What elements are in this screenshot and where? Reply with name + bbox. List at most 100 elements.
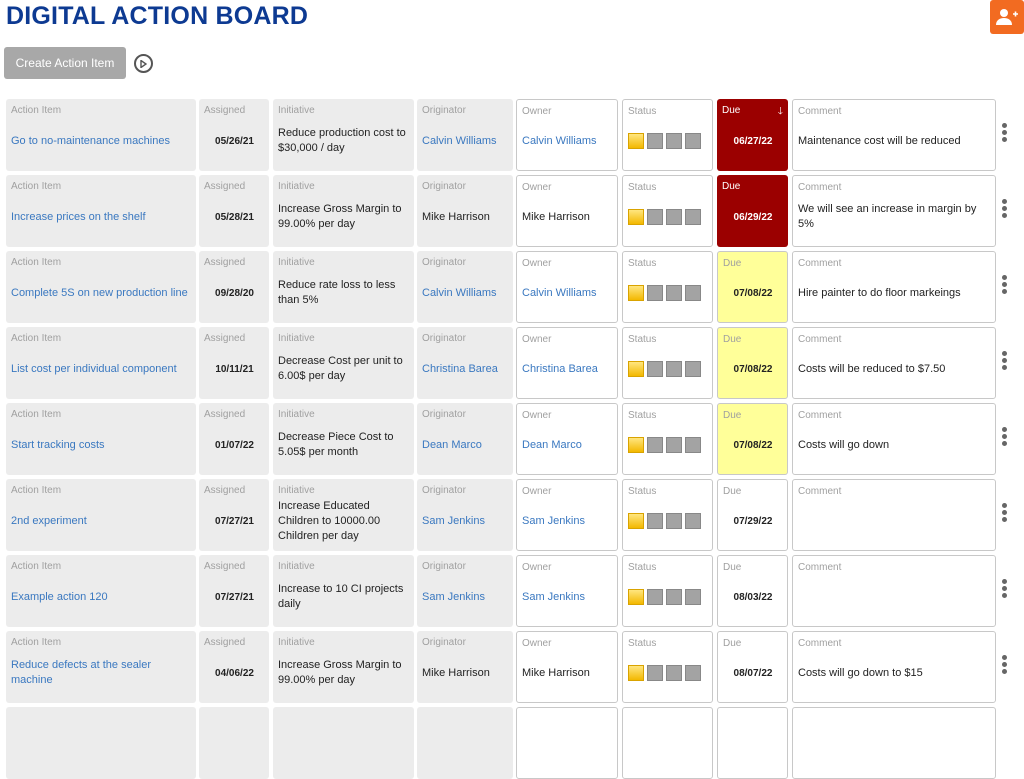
status-cell[interactable]: Status <box>622 251 713 323</box>
status-step[interactable] <box>685 437 701 453</box>
status-step[interactable] <box>628 665 644 681</box>
action-value[interactable]: 2nd experiment <box>11 514 87 527</box>
status-cell[interactable] <box>622 707 713 779</box>
originator-value[interactable]: Calvin Williams <box>422 286 497 299</box>
action-value[interactable]: Complete 5S on new production line <box>11 286 188 299</box>
action-value[interactable]: Increase prices on the shelf <box>11 210 146 223</box>
due-cell[interactable]: Due 08/03/22 <box>717 555 788 627</box>
action-value[interactable]: Example action 120 <box>11 590 108 603</box>
status-step[interactable] <box>666 133 682 149</box>
due-cell[interactable]: Due 07/29/22 <box>717 479 788 551</box>
status-step[interactable] <box>628 133 644 149</box>
due-cell[interactable]: Due 08/07/22 <box>717 631 788 703</box>
due-cell[interactable]: Due 06/27/22 🡓 <box>717 99 788 171</box>
owner-cell[interactable]: Owner Dean Marco <box>516 403 618 475</box>
add-user-button[interactable] <box>990 0 1024 34</box>
status-step[interactable] <box>647 361 663 377</box>
status-step[interactable] <box>666 665 682 681</box>
status-step[interactable] <box>685 513 701 529</box>
action-cell[interactable]: Action Item List cost per individual comp… <box>6 327 196 399</box>
action-value[interactable]: Go to no-maintenance machines <box>11 134 170 147</box>
status-step[interactable] <box>647 209 663 225</box>
comment-cell[interactable]: Comment Costs will go down <box>792 403 996 475</box>
action-cell[interactable]: Action Item Start tracking costs <box>6 403 196 475</box>
action-cell[interactable]: Action Item Increase prices on the shelf <box>6 175 196 247</box>
action-cell[interactable]: Action Item Go to no-maintenance machines <box>6 99 196 171</box>
owner-cell[interactable]: Owner Mike Harrison <box>516 175 618 247</box>
comment-cell[interactable]: Comment <box>792 479 996 551</box>
status-step[interactable] <box>685 361 701 377</box>
status-step[interactable] <box>647 665 663 681</box>
owner-value[interactable]: Dean Marco <box>522 438 582 451</box>
originator-value[interactable]: Sam Jenkins <box>422 514 485 527</box>
status-step[interactable] <box>685 133 701 149</box>
status-step[interactable] <box>666 589 682 605</box>
owner-value[interactable]: Christina Barea <box>522 362 598 375</box>
status-cell[interactable]: Status <box>622 631 713 703</box>
comment-cell[interactable]: Comment Maintenance cost will be reduced <box>792 99 996 171</box>
status-step[interactable] <box>628 437 644 453</box>
action-cell[interactable] <box>6 707 196 779</box>
action-cell[interactable]: Action Item Complete 5S on new production… <box>6 251 196 323</box>
status-step[interactable] <box>628 589 644 605</box>
status-step[interactable] <box>666 437 682 453</box>
more-options-icon[interactable] <box>1002 123 1008 142</box>
due-cell[interactable] <box>717 707 788 779</box>
status-step[interactable] <box>666 209 682 225</box>
status-cell[interactable]: Status <box>622 175 713 247</box>
status-step[interactable] <box>685 665 701 681</box>
comment-cell[interactable]: Comment <box>792 555 996 627</box>
more-options-icon[interactable] <box>1002 275 1008 294</box>
comment-cell[interactable]: Comment We will see an increase in margin… <box>792 175 996 247</box>
create-action-item-button[interactable]: Create Action Item <box>4 47 126 79</box>
status-step[interactable] <box>647 513 663 529</box>
status-step[interactable] <box>628 285 644 301</box>
status-cell[interactable]: Status <box>622 327 713 399</box>
status-cell[interactable]: Status <box>622 99 713 171</box>
status-cell[interactable]: Status <box>622 403 713 475</box>
status-step[interactable] <box>666 513 682 529</box>
action-value[interactable]: List cost per individual component <box>11 362 177 375</box>
action-value[interactable]: Reduce defects at the sealer machine <box>11 659 152 686</box>
owner-value[interactable]: Calvin Williams <box>522 134 597 147</box>
originator-value[interactable]: Christina Barea <box>422 362 498 375</box>
action-cell[interactable]: Action Item Reduce defects at the sealer … <box>6 631 196 703</box>
due-cell[interactable]: Due 07/08/22 <box>717 327 788 399</box>
more-options-icon[interactable] <box>1002 579 1008 598</box>
owner-cell[interactable]: Owner Christina Barea <box>516 327 618 399</box>
sort-arrow-icon[interactable]: 🡓 <box>777 106 783 117</box>
action-cell[interactable]: Action Item 2nd experiment <box>6 479 196 551</box>
owner-value[interactable]: Sam Jenkins <box>522 590 585 603</box>
status-cell[interactable]: Status <box>622 555 713 627</box>
status-step[interactable] <box>647 133 663 149</box>
status-step[interactable] <box>628 513 644 529</box>
owner-value[interactable]: Calvin Williams <box>522 286 597 299</box>
owner-value[interactable]: Sam Jenkins <box>522 514 585 527</box>
more-options-icon[interactable] <box>1002 351 1008 370</box>
status-step[interactable] <box>628 361 644 377</box>
owner-cell[interactable]: Owner Calvin Williams <box>516 251 618 323</box>
status-step[interactable] <box>647 437 663 453</box>
owner-cell[interactable] <box>516 707 618 779</box>
due-cell[interactable]: Due 06/29/22 <box>717 175 788 247</box>
due-cell[interactable]: Due 07/08/22 <box>717 403 788 475</box>
status-cell[interactable]: Status <box>622 479 713 551</box>
owner-cell[interactable]: Owner Sam Jenkins <box>516 555 618 627</box>
originator-value[interactable]: Sam Jenkins <box>422 590 485 603</box>
owner-cell[interactable]: Owner Mike Harrison <box>516 631 618 703</box>
comment-cell[interactable]: Comment Hire painter to do floor markeing… <box>792 251 996 323</box>
more-options-icon[interactable] <box>1002 427 1008 446</box>
comment-cell[interactable]: Comment Costs will be reduced to $7.50 <box>792 327 996 399</box>
due-cell[interactable]: Due 07/08/22 <box>717 251 788 323</box>
status-step[interactable] <box>685 589 701 605</box>
comment-cell[interactable]: Comment Costs will go down to $15 <box>792 631 996 703</box>
status-step[interactable] <box>647 285 663 301</box>
status-step[interactable] <box>685 209 701 225</box>
play-icon[interactable] <box>134 54 153 73</box>
comment-cell[interactable] <box>792 707 996 779</box>
owner-cell[interactable]: Owner Calvin Williams <box>516 99 618 171</box>
status-step[interactable] <box>628 209 644 225</box>
more-options-icon[interactable] <box>1002 503 1008 522</box>
owner-cell[interactable]: Owner Sam Jenkins <box>516 479 618 551</box>
status-step[interactable] <box>685 285 701 301</box>
